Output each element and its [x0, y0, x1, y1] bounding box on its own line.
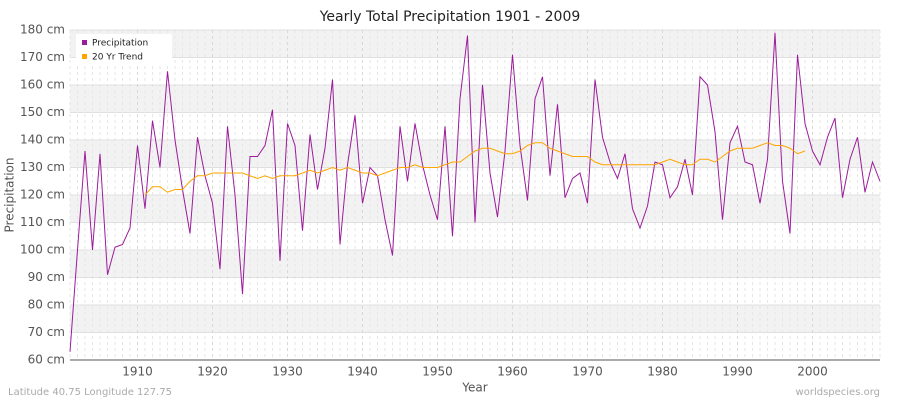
y-tick-label: 160 cm — [20, 78, 65, 92]
legend-swatch — [82, 40, 87, 45]
y-tick-label: 150 cm — [20, 105, 65, 119]
y-tick-label: 140 cm — [20, 133, 65, 147]
x-tick-label: 1910 — [122, 365, 153, 379]
series-line — [144, 142, 806, 196]
legend-label: 20 Yr Trend — [92, 53, 143, 63]
y-tick-label: 180 cm — [20, 23, 65, 37]
legend-swatch — [82, 54, 87, 59]
legend-box — [76, 34, 172, 66]
footer-right: worldspecies.org — [796, 387, 880, 398]
footer-left: Latitude 40.75 Longitude 127.75 — [8, 387, 172, 398]
y-tick-label: 70 cm — [28, 325, 65, 339]
y-tick-label: 60 cm — [28, 353, 65, 367]
y-tick-label: 100 cm — [20, 243, 65, 257]
y-axis-label: Precipitation — [3, 157, 17, 232]
x-tick-label: 1930 — [272, 365, 303, 379]
x-axis-label: Year — [461, 381, 487, 395]
chart-title: Yearly Total Precipitation 1901 - 2009 — [319, 9, 581, 25]
x-tick-label: 1920 — [197, 365, 228, 379]
x-tick-label: 1980 — [647, 365, 678, 379]
x-tick-label: 1990 — [722, 365, 753, 379]
y-tick-label: 110 cm — [20, 215, 65, 229]
x-tick-label: 2000 — [797, 365, 828, 379]
y-tick-label: 170 cm — [20, 50, 65, 64]
x-tick-label: 1960 — [497, 365, 528, 379]
x-tick-label: 1950 — [422, 365, 453, 379]
y-tick-label: 90 cm — [28, 270, 65, 284]
y-tick-label: 80 cm — [28, 298, 65, 312]
y-tick-label: 120 cm — [20, 188, 65, 202]
x-tick-label: 1970 — [572, 365, 603, 379]
x-tick-label: 1940 — [347, 365, 378, 379]
legend-label: Precipitation — [92, 39, 148, 49]
y-tick-label: 130 cm — [20, 160, 65, 174]
